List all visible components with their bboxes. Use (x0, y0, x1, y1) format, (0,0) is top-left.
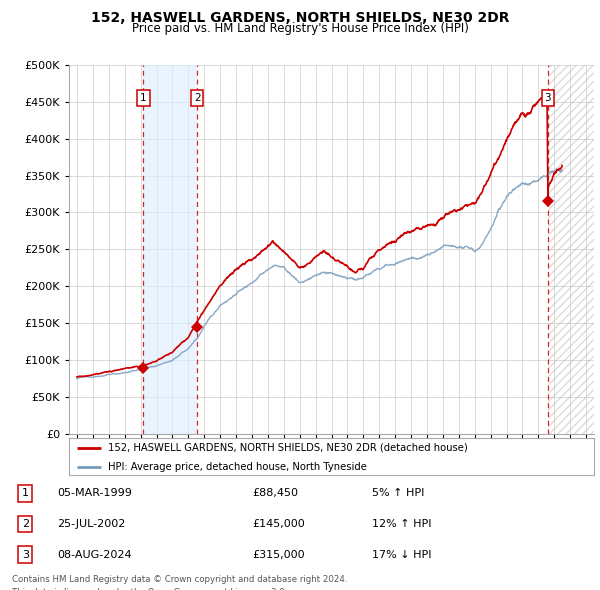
Bar (548, 65, 594, 434)
Text: Price paid vs. HM Land Registry's House Price Index (HPI): Price paid vs. HM Land Registry's House … (131, 22, 469, 35)
Text: 152, HASWELL GARDENS, NORTH SHIELDS, NE30 2DR: 152, HASWELL GARDENS, NORTH SHIELDS, NE3… (91, 11, 509, 25)
Text: 25-JUL-2002: 25-JUL-2002 (57, 519, 125, 529)
Text: HPI: Average price, detached house, North Tyneside: HPI: Average price, detached house, Nort… (109, 462, 367, 472)
Text: Contains HM Land Registry data © Crown copyright and database right 2024.: Contains HM Land Registry data © Crown c… (12, 575, 347, 584)
Text: 08-AUG-2024: 08-AUG-2024 (57, 550, 131, 559)
Text: £145,000: £145,000 (252, 519, 305, 529)
Text: 2: 2 (22, 519, 29, 529)
Bar (548, 65, 594, 434)
Text: 1: 1 (140, 93, 146, 103)
Text: 05-MAR-1999: 05-MAR-1999 (57, 489, 132, 498)
Text: 2: 2 (194, 93, 200, 103)
Text: 12% ↑ HPI: 12% ↑ HPI (372, 519, 431, 529)
Text: 17% ↓ HPI: 17% ↓ HPI (372, 550, 431, 559)
Text: 3: 3 (22, 550, 29, 559)
Text: £88,450: £88,450 (252, 489, 298, 498)
Text: This data is licensed under the Open Government Licence v3.0.: This data is licensed under the Open Gov… (12, 588, 287, 590)
Text: 5% ↑ HPI: 5% ↑ HPI (372, 489, 424, 498)
Text: 3: 3 (545, 93, 551, 103)
Text: 1: 1 (22, 489, 29, 498)
Text: £315,000: £315,000 (252, 550, 305, 559)
Text: 152, HASWELL GARDENS, NORTH SHIELDS, NE30 2DR (detached house): 152, HASWELL GARDENS, NORTH SHIELDS, NE3… (109, 442, 468, 453)
Bar (143, 65, 197, 434)
